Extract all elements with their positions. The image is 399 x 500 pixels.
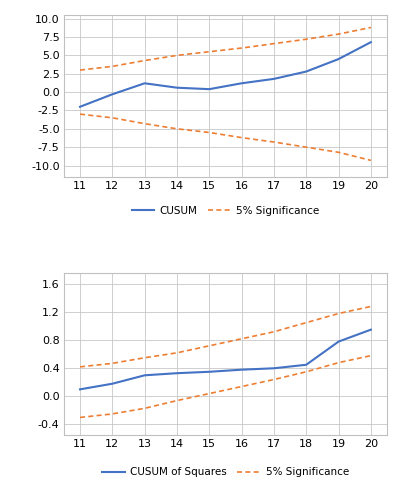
Legend: CUSUM of Squares, 5% Significance: CUSUM of Squares, 5% Significance xyxy=(98,463,353,481)
Legend: CUSUM, 5% Significance: CUSUM, 5% Significance xyxy=(127,202,324,220)
